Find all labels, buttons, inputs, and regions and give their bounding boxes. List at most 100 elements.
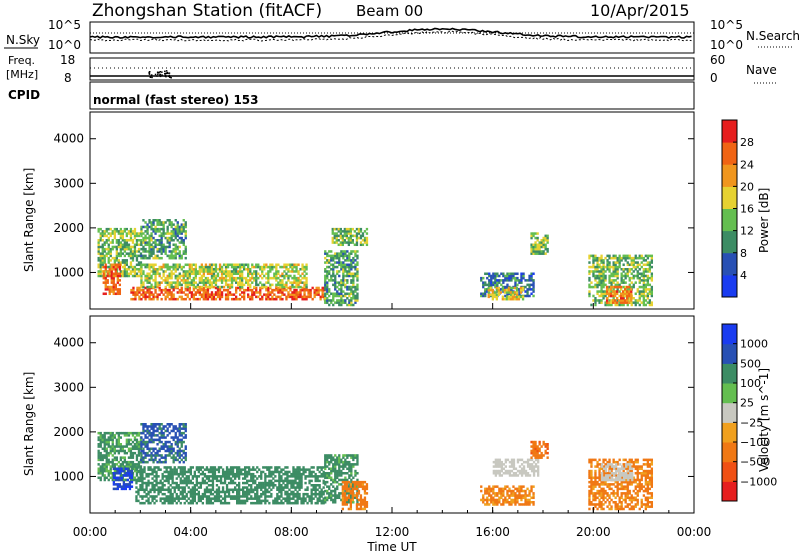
range-cell bbox=[524, 285, 527, 289]
range-cell bbox=[154, 288, 157, 292]
range-cell bbox=[224, 295, 228, 299]
range-cell bbox=[300, 472, 303, 476]
range-cell bbox=[160, 297, 163, 301]
range-cell bbox=[346, 501, 349, 504]
range-cell bbox=[174, 451, 177, 455]
range-cell bbox=[215, 497, 219, 500]
range-cell bbox=[229, 470, 233, 474]
range-cell bbox=[118, 279, 122, 282]
range-cell bbox=[113, 445, 117, 448]
range-cell bbox=[622, 299, 625, 302]
range-cell bbox=[125, 465, 129, 468]
range-cell bbox=[235, 263, 238, 267]
range-cell bbox=[135, 481, 138, 485]
range-cell bbox=[344, 301, 347, 304]
range-cell bbox=[161, 481, 164, 485]
range-cell bbox=[299, 268, 302, 271]
range-cell bbox=[207, 501, 211, 505]
range-cell bbox=[152, 227, 155, 231]
range-cell bbox=[339, 232, 343, 235]
range-cell bbox=[116, 483, 120, 486]
range-cell bbox=[217, 495, 221, 498]
range-cell bbox=[339, 230, 343, 233]
range-cell bbox=[334, 252, 337, 255]
range-cell bbox=[286, 492, 289, 496]
range-cell bbox=[127, 440, 131, 444]
range-cell bbox=[326, 472, 329, 475]
range-cell bbox=[636, 299, 639, 302]
range-cell bbox=[178, 288, 181, 292]
range-cell bbox=[164, 449, 167, 453]
range-cell bbox=[146, 243, 149, 247]
range-cell bbox=[158, 281, 161, 284]
range-cell bbox=[312, 484, 315, 487]
range-cell bbox=[508, 272, 511, 276]
range-cell bbox=[350, 494, 353, 497]
range-cell bbox=[294, 492, 297, 496]
range-cell bbox=[166, 241, 169, 244]
range-cell bbox=[144, 451, 147, 455]
range-cell bbox=[532, 234, 535, 238]
range-cell bbox=[170, 447, 173, 451]
range-cell bbox=[491, 291, 495, 294]
range-cell bbox=[170, 236, 173, 240]
range-cell bbox=[174, 425, 177, 428]
range-cell bbox=[604, 265, 607, 269]
range-cell bbox=[165, 488, 168, 492]
range-cell bbox=[213, 497, 217, 500]
range-cell bbox=[303, 288, 306, 292]
range-cell bbox=[238, 477, 241, 480]
range-cell bbox=[178, 460, 181, 464]
range-cell bbox=[630, 297, 633, 300]
range-cell bbox=[139, 239, 143, 242]
range-cell bbox=[596, 285, 599, 289]
range-cell bbox=[182, 241, 185, 244]
range-cell bbox=[242, 468, 245, 471]
range-cell bbox=[630, 256, 633, 260]
range-cell bbox=[494, 285, 497, 289]
range-cell bbox=[604, 294, 607, 298]
range-cell bbox=[356, 485, 359, 488]
range-cell bbox=[154, 283, 157, 287]
range-cell bbox=[174, 297, 177, 301]
range-cell bbox=[334, 283, 337, 287]
range-cell bbox=[170, 221, 173, 224]
range-cell bbox=[207, 490, 211, 494]
range-cell bbox=[343, 480, 347, 484]
range-cell bbox=[146, 225, 149, 229]
range-cell bbox=[173, 472, 176, 476]
range-cell bbox=[304, 477, 307, 480]
range-cell bbox=[588, 256, 591, 260]
range-cell bbox=[144, 293, 147, 296]
range-cell bbox=[334, 494, 337, 497]
range-cell bbox=[181, 488, 184, 492]
range-cell bbox=[191, 499, 195, 503]
range-cell bbox=[310, 490, 313, 494]
range-cell bbox=[247, 295, 250, 299]
range-cell bbox=[165, 470, 168, 474]
range-cell bbox=[201, 501, 205, 505]
range-cell bbox=[505, 288, 509, 292]
range-cell bbox=[131, 232, 135, 235]
range-cell bbox=[159, 497, 162, 500]
range-cell bbox=[290, 472, 293, 476]
range-cell bbox=[153, 479, 156, 483]
range-cell bbox=[600, 276, 603, 280]
range-cell bbox=[624, 301, 627, 304]
range-cell bbox=[261, 270, 264, 273]
range-cell bbox=[275, 274, 278, 278]
range-cell bbox=[227, 501, 231, 505]
range-cell bbox=[131, 434, 135, 437]
range-cell bbox=[334, 281, 337, 284]
range-cell bbox=[129, 230, 133, 233]
range-cell bbox=[148, 225, 151, 229]
range-cell bbox=[616, 283, 619, 287]
range-cell bbox=[317, 286, 320, 290]
range-cell bbox=[168, 268, 171, 271]
range-cell bbox=[259, 268, 262, 271]
range-cell bbox=[247, 274, 250, 278]
range-cell bbox=[342, 294, 345, 298]
range-cell bbox=[302, 497, 305, 500]
range-cell bbox=[338, 492, 341, 495]
range-cell bbox=[179, 486, 182, 489]
